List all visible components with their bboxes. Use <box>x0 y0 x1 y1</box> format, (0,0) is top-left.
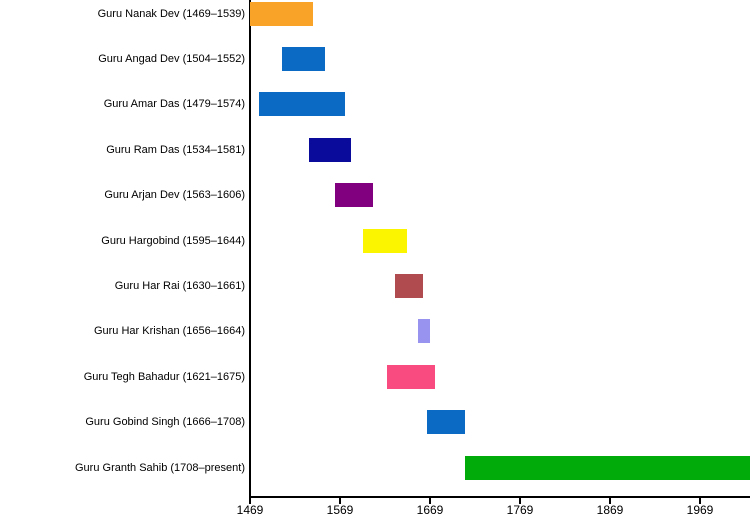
category-label: Guru Har Rai (1630–1661) <box>114 280 245 292</box>
timeline-bar <box>465 455 750 480</box>
timeline-bar <box>394 274 423 298</box>
timeline-bar <box>250 1 313 26</box>
category-label: Guru Ram Das (1534–1581) <box>106 143 245 156</box>
category-label: Guru Tegh Bahadur (1621–1675) <box>83 370 245 383</box>
x-axis-tick-label: 1969 <box>686 503 714 517</box>
x-axis-tick-label: 1469 <box>236 503 264 517</box>
timeline-bar <box>308 137 351 162</box>
x-axis-tick-label: 1569 <box>326 503 354 517</box>
category-label: Guru Amar Das (1479–1574) <box>103 98 245 111</box>
timeline-bar <box>281 47 325 71</box>
timeline-bar <box>427 410 466 435</box>
x-axis-tick <box>519 497 521 504</box>
timeline-bar <box>334 183 374 208</box>
category-label: Guru Angad Dev (1504–1552) <box>98 53 245 65</box>
x-axis-tick-label: 1669 <box>416 503 444 517</box>
x-axis-tick-label: 1869 <box>596 503 624 517</box>
category-label: Guru Gobind Singh (1666–1708) <box>85 416 245 429</box>
category-label: Guru Nanak Dev (1469–1539) <box>97 7 245 20</box>
timeline-bar <box>259 92 345 117</box>
category-label: Guru Arjan Dev (1563–1606) <box>104 189 245 202</box>
y-axis-line <box>249 0 251 497</box>
category-label: Guru Har Krishan (1656–1664) <box>93 325 245 338</box>
x-axis-tick <box>699 497 701 504</box>
x-axis-line <box>249 496 750 498</box>
timeline-bar <box>418 319 431 344</box>
x-axis-tick <box>429 497 431 504</box>
category-label: Guru Granth Sahib (1708–present) <box>75 461 245 474</box>
x-axis-tick <box>339 497 341 504</box>
timeline-bar <box>363 228 408 253</box>
x-axis-tick <box>609 497 611 504</box>
timeline-bar <box>386 364 436 389</box>
x-axis-tick-label: 1769 <box>506 503 534 517</box>
category-label: Guru Hargobind (1595–1644) <box>101 234 245 247</box>
x-axis-tick <box>249 497 251 504</box>
